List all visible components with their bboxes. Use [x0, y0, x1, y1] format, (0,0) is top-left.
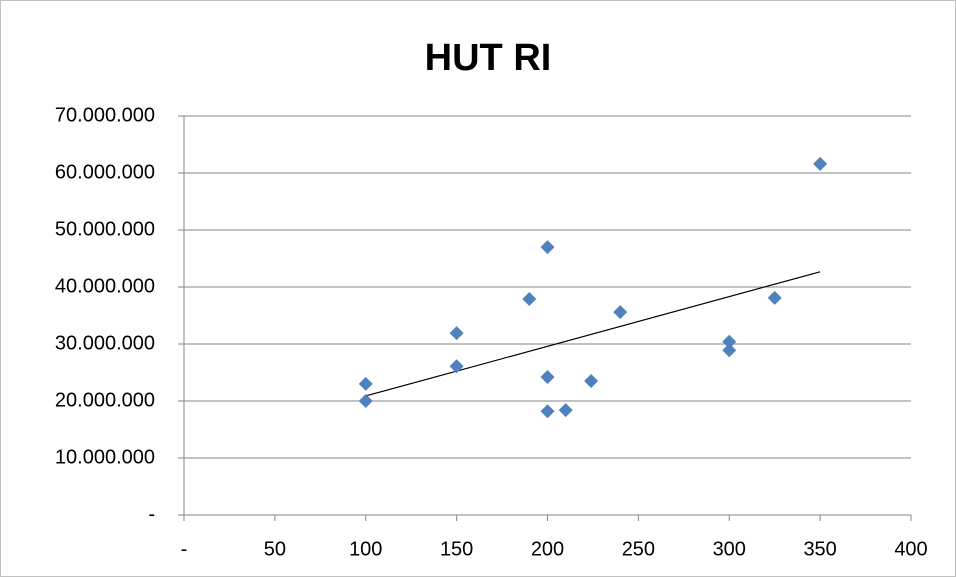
y-tick-label: 50.000.000 — [55, 218, 155, 240]
y-tick-label: 20.000.000 — [55, 389, 155, 411]
y-tick-label: 10.000.000 — [55, 446, 155, 468]
x-tick-label: 400 — [894, 538, 927, 560]
x-tick-label: - — [181, 538, 188, 560]
point — [449, 326, 464, 341]
y-tick-label: 30.000.000 — [55, 332, 155, 354]
x-tick-label: 200 — [531, 538, 564, 560]
x-tick-label: 300 — [713, 538, 746, 560]
point — [540, 240, 555, 255]
point — [358, 394, 373, 408]
y-tick-label: 60.000.000 — [55, 161, 155, 183]
point — [540, 370, 555, 385]
x-tick-label: 150 — [440, 538, 473, 560]
point — [813, 156, 828, 171]
point — [358, 376, 373, 391]
point — [540, 404, 555, 419]
point — [522, 291, 537, 306]
x-tick-label: 50 — [264, 538, 286, 560]
trendline — [365, 271, 821, 397]
x-tick-label: 250 — [622, 538, 655, 560]
point — [722, 334, 737, 349]
point — [613, 305, 628, 320]
x-tick-label: 100 — [349, 538, 382, 560]
x-tick-label: 350 — [803, 538, 836, 560]
point — [584, 374, 599, 389]
y-tick-label: - — [148, 503, 155, 525]
point — [558, 403, 573, 418]
point — [722, 343, 737, 358]
point — [449, 359, 464, 374]
y-tick-label: 40.000.000 — [55, 275, 155, 297]
y-tick-label: 70.000.000 — [55, 104, 155, 126]
chart-title: HUT RI — [425, 37, 552, 79]
point — [767, 290, 782, 305]
